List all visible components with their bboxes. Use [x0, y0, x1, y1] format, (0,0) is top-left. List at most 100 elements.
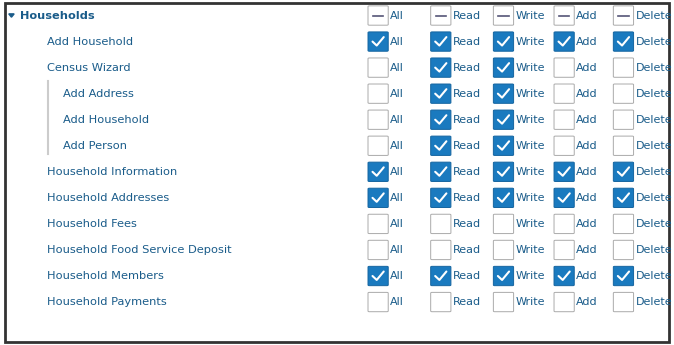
FancyBboxPatch shape [368, 214, 388, 234]
Text: Read: Read [453, 245, 481, 255]
Text: Read: Read [453, 271, 481, 281]
FancyBboxPatch shape [368, 162, 388, 181]
FancyBboxPatch shape [368, 58, 388, 77]
Text: Write: Write [516, 141, 545, 151]
Text: Add: Add [576, 167, 598, 177]
Text: Write: Write [516, 297, 545, 307]
Text: Delete: Delete [636, 167, 672, 177]
Text: Delete: Delete [636, 297, 672, 307]
Text: Read: Read [453, 141, 481, 151]
Text: Delete: Delete [636, 141, 672, 151]
Text: Household Addresses: Household Addresses [47, 193, 169, 203]
Text: Write: Write [516, 89, 545, 99]
Text: Add: Add [576, 297, 598, 307]
Text: Delete: Delete [636, 245, 672, 255]
Text: All: All [390, 141, 404, 151]
Text: All: All [390, 193, 404, 203]
FancyBboxPatch shape [431, 136, 451, 156]
Text: Household Payments: Household Payments [47, 297, 167, 307]
Text: Read: Read [453, 297, 481, 307]
Text: All: All [390, 89, 404, 99]
FancyBboxPatch shape [368, 6, 388, 25]
FancyBboxPatch shape [613, 136, 634, 156]
FancyBboxPatch shape [493, 136, 514, 156]
Text: Write: Write [516, 37, 545, 47]
FancyBboxPatch shape [368, 136, 388, 156]
FancyBboxPatch shape [493, 188, 514, 208]
FancyBboxPatch shape [613, 240, 634, 260]
FancyBboxPatch shape [554, 188, 574, 208]
Text: Delete: Delete [636, 11, 672, 20]
FancyBboxPatch shape [493, 266, 514, 286]
Text: Add: Add [576, 245, 598, 255]
Text: Delete: Delete [636, 271, 672, 281]
FancyBboxPatch shape [554, 110, 574, 129]
FancyBboxPatch shape [493, 240, 514, 260]
FancyBboxPatch shape [613, 110, 634, 129]
Text: Read: Read [453, 89, 481, 99]
Text: Write: Write [516, 167, 545, 177]
Text: Write: Write [516, 271, 545, 281]
FancyBboxPatch shape [613, 6, 634, 25]
FancyBboxPatch shape [613, 58, 634, 77]
Text: Add: Add [576, 115, 598, 125]
Text: All: All [390, 245, 404, 255]
FancyBboxPatch shape [613, 32, 634, 51]
FancyBboxPatch shape [431, 240, 451, 260]
Text: Add: Add [576, 11, 598, 20]
Text: Household Fees: Household Fees [47, 219, 137, 229]
Text: Add Household: Add Household [47, 37, 133, 47]
FancyBboxPatch shape [431, 58, 451, 77]
FancyBboxPatch shape [368, 110, 388, 129]
FancyBboxPatch shape [493, 214, 514, 234]
Text: Delete: Delete [636, 63, 672, 72]
Text: All: All [390, 11, 404, 20]
Text: All: All [390, 115, 404, 125]
Text: Read: Read [453, 193, 481, 203]
Text: Read: Read [453, 37, 481, 47]
FancyBboxPatch shape [613, 162, 634, 181]
Text: Delete: Delete [636, 37, 672, 47]
FancyBboxPatch shape [431, 110, 451, 129]
FancyBboxPatch shape [368, 84, 388, 104]
FancyBboxPatch shape [554, 266, 574, 286]
Text: Read: Read [453, 11, 481, 20]
FancyBboxPatch shape [431, 6, 451, 25]
FancyBboxPatch shape [493, 162, 514, 181]
FancyBboxPatch shape [613, 188, 634, 208]
Text: Write: Write [516, 193, 545, 203]
FancyBboxPatch shape [613, 84, 634, 104]
FancyBboxPatch shape [368, 32, 388, 51]
FancyBboxPatch shape [368, 293, 388, 312]
Text: Read: Read [453, 63, 481, 72]
Text: Add: Add [576, 219, 598, 229]
FancyBboxPatch shape [5, 3, 669, 342]
Text: Read: Read [453, 115, 481, 125]
Text: Delete: Delete [636, 89, 672, 99]
Text: Write: Write [516, 115, 545, 125]
FancyBboxPatch shape [554, 84, 574, 104]
FancyBboxPatch shape [431, 266, 451, 286]
FancyBboxPatch shape [431, 293, 451, 312]
Text: All: All [390, 219, 404, 229]
Text: Add: Add [576, 141, 598, 151]
Text: Census Wizard: Census Wizard [47, 63, 131, 72]
FancyBboxPatch shape [368, 188, 388, 208]
Text: Add: Add [576, 37, 598, 47]
FancyBboxPatch shape [554, 58, 574, 77]
Text: Write: Write [516, 245, 545, 255]
FancyBboxPatch shape [554, 293, 574, 312]
FancyBboxPatch shape [493, 6, 514, 25]
FancyBboxPatch shape [431, 162, 451, 181]
Text: Read: Read [453, 219, 481, 229]
FancyBboxPatch shape [554, 214, 574, 234]
Text: Write: Write [516, 11, 545, 20]
FancyBboxPatch shape [554, 240, 574, 260]
Text: All: All [390, 167, 404, 177]
Text: Add Person: Add Person [63, 141, 127, 151]
FancyBboxPatch shape [613, 214, 634, 234]
Text: Household Food Service Deposit: Household Food Service Deposit [47, 245, 232, 255]
Text: Household Members: Household Members [47, 271, 164, 281]
Text: Add: Add [576, 89, 598, 99]
Text: Households: Households [20, 11, 95, 20]
